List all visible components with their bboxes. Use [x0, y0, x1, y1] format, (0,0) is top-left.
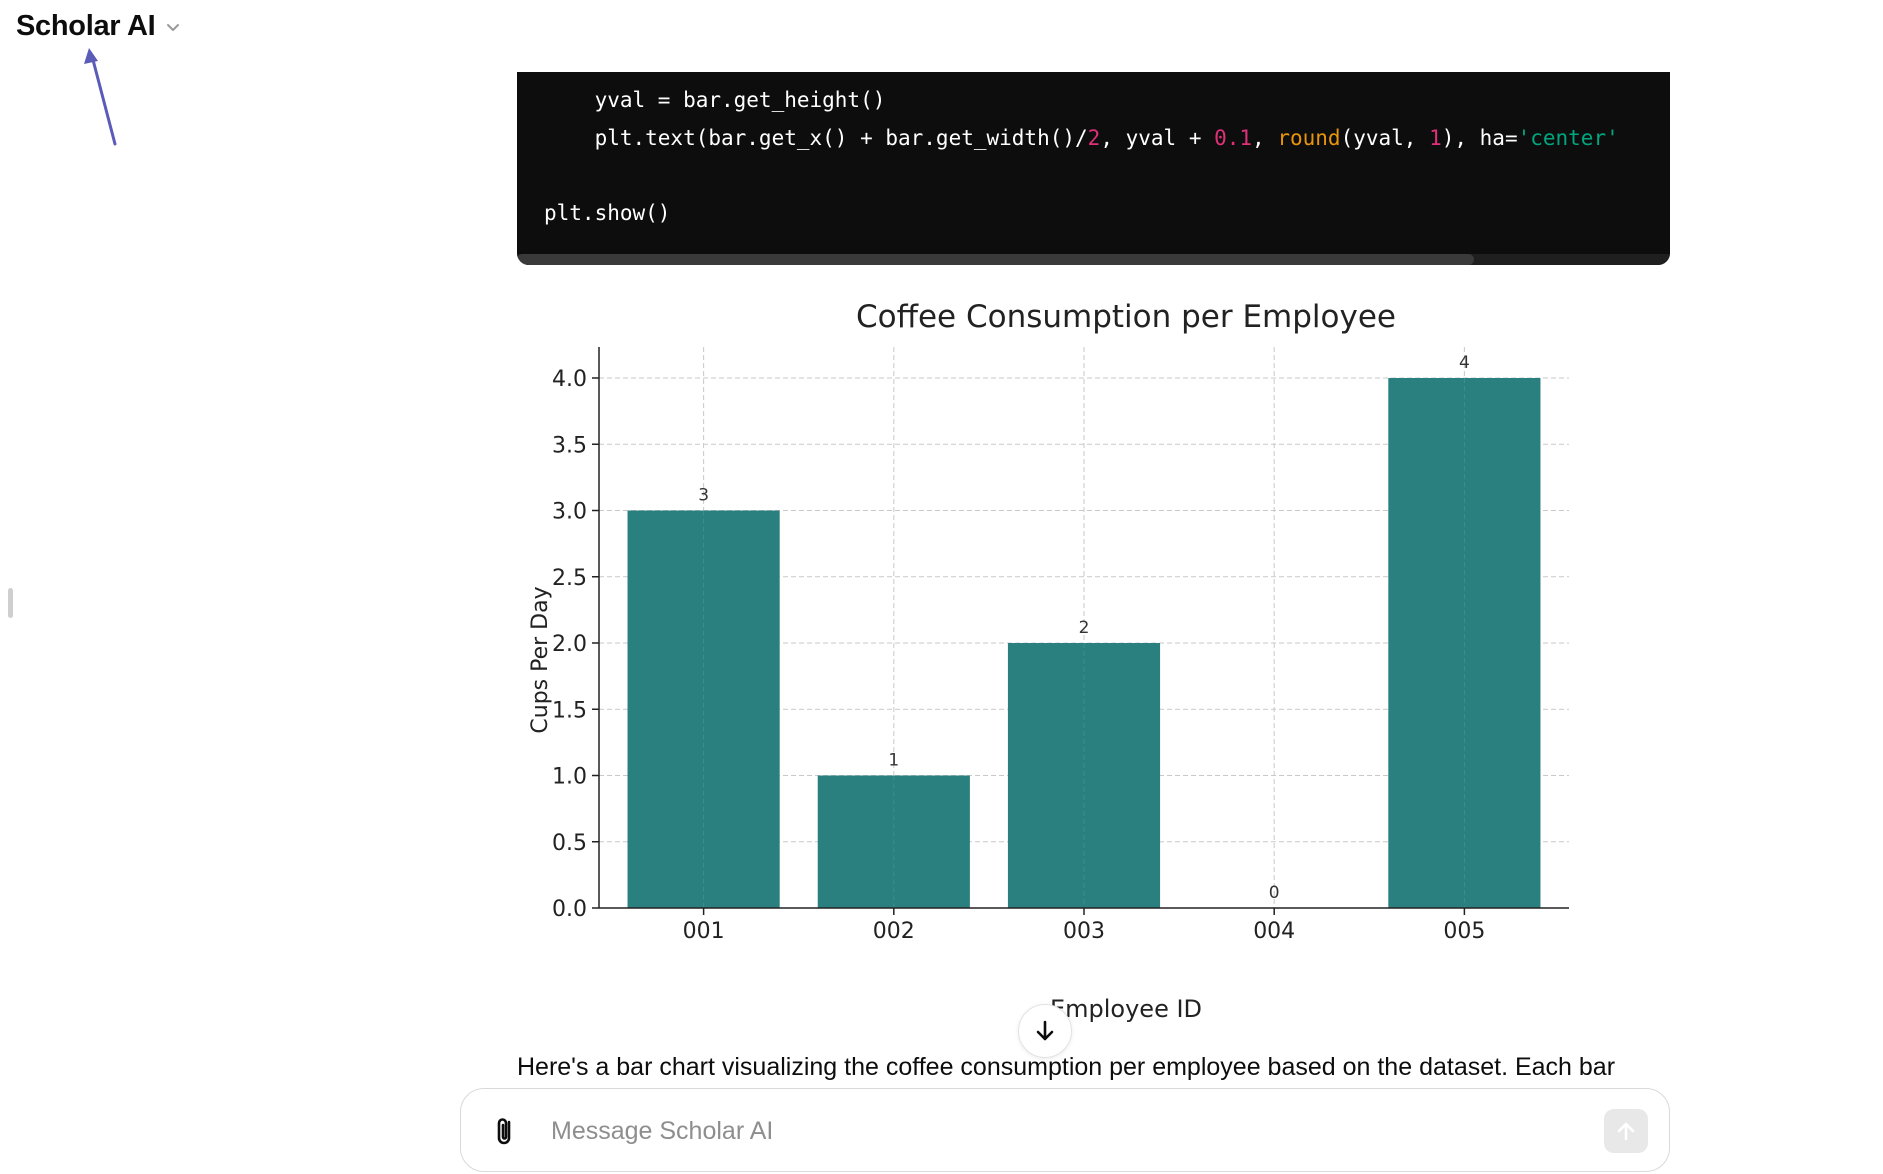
y-tick-label: 2.5: [552, 566, 587, 591]
code-line: yval = bar.get_height(): [544, 88, 886, 112]
bar-value-label: 1: [888, 751, 899, 771]
code-token: plt.show(): [544, 200, 671, 225]
y-tick-label: 3.5: [552, 433, 587, 458]
x-tick-label: 005: [1443, 919, 1485, 944]
model-selector[interactable]: Scholar AI: [16, 10, 181, 43]
bar-value-label: 3: [698, 486, 709, 506]
paperclip-icon[interactable]: [489, 1113, 523, 1149]
message-input[interactable]: [549, 1109, 1533, 1153]
bar-value-label: 0: [1269, 883, 1280, 903]
code-scrollbar-thumb[interactable]: [517, 254, 1474, 265]
y-tick-label: 0.5: [552, 831, 587, 856]
code-token: plt.text(bar.get_x() + bar.get_width()/: [544, 125, 1088, 150]
app-title: Scholar AI: [16, 10, 156, 42]
code-block: yval = bar.get_height() plt.text(bar.get…: [517, 72, 1670, 265]
y-axis-label: Cups Per Day: [528, 586, 553, 733]
bar-chart: Coffee Consumption per Employee Cups Per…: [528, 299, 1569, 1023]
chevron-down-icon: [167, 23, 180, 31]
y-tick-label: 1.0: [552, 765, 587, 790]
code-line: plt.show(): [544, 201, 670, 225]
arrow-down-icon: [1036, 1020, 1054, 1041]
scroll-to-bottom-button[interactable]: [1018, 1004, 1072, 1058]
send-button[interactable]: [1604, 1109, 1648, 1153]
code-token: round: [1277, 125, 1341, 150]
arrow-up-icon: [1617, 1122, 1635, 1141]
x-tick-label: 002: [873, 919, 915, 944]
assistant-response-text: Here's a bar chart visualizing the coffe…: [517, 1053, 1616, 1081]
code-token: 1: [1429, 125, 1442, 150]
code-token: ,: [1252, 125, 1278, 150]
code-token: 0.1: [1214, 125, 1253, 150]
code-token: yval = bar.get_height(): [544, 88, 886, 112]
code-token: 2: [1087, 125, 1101, 150]
y-tick-label: 3.0: [552, 500, 587, 525]
code-content: yval = bar.get_height() plt.text(bar.get…: [544, 82, 1619, 232]
sidebar-resize-handle[interactable]: [8, 588, 13, 618]
y-tick-label: 1.5: [552, 698, 587, 723]
code-scrollbar[interactable]: [517, 254, 1670, 265]
code-token: , yval +: [1100, 125, 1215, 150]
code-token: ), ha=: [1441, 125, 1518, 150]
x-axis-label: Employee ID: [1050, 995, 1202, 1023]
message-composer: [460, 1088, 1670, 1172]
chart-title: Coffee Consumption per Employee: [856, 299, 1396, 335]
y-tick-label: 4.0: [552, 367, 587, 392]
code-line: plt.text(bar.get_x() + bar.get_width()/2…: [544, 126, 1619, 150]
x-tick-label: 003: [1063, 919, 1105, 944]
code-token: (yval,: [1340, 125, 1430, 150]
bar-value-label: 4: [1459, 353, 1470, 373]
y-tick-label: 2.0: [552, 632, 587, 657]
annotation-arrow-icon: [84, 48, 117, 146]
bar-value-label: 2: [1079, 618, 1090, 638]
x-tick-label: 004: [1253, 919, 1295, 944]
code-token: 'center': [1517, 125, 1619, 150]
x-tick-label: 001: [683, 919, 725, 944]
y-tick-label: 0.0: [552, 897, 587, 922]
